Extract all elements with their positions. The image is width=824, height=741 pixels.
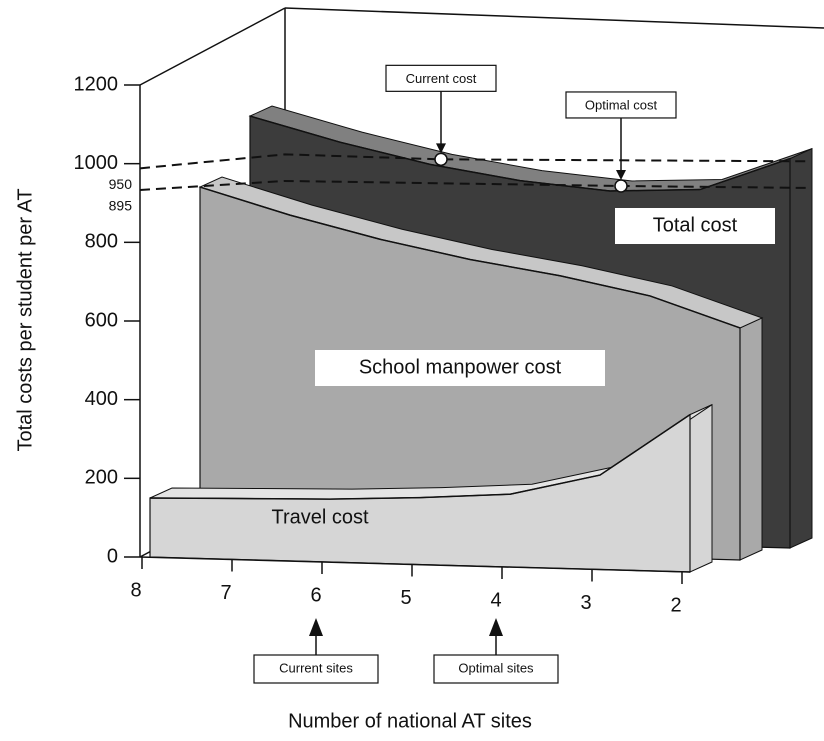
arrow-head [309, 618, 323, 636]
x-tick-label: 6 [310, 584, 321, 606]
series-label: Total cost [653, 214, 738, 236]
arrow-head [436, 143, 446, 154]
y-tick-label: 800 [85, 231, 118, 253]
callout-box [433, 654, 559, 684]
arrow-head [616, 169, 626, 180]
reference-line [139, 153, 811, 170]
label-bg [315, 350, 605, 386]
point-marker [614, 179, 628, 193]
x-tick-label: 8 [130, 579, 141, 601]
x-tick-label: 5 [400, 587, 411, 609]
reference-label: 895 [109, 198, 133, 214]
series-label: Travel cost [271, 506, 369, 528]
callout-box [253, 654, 379, 684]
x-tick-label: 3 [580, 592, 591, 614]
area-side [789, 147, 813, 549]
callout-box [565, 91, 677, 119]
x-axis-label: Number of national AT sites [288, 710, 532, 732]
area-line [199, 186, 741, 329]
arrow-head [489, 618, 503, 636]
callout-text: Optimal sites [458, 660, 534, 675]
x-tick-label: 4 [490, 589, 501, 611]
point-marker [434, 152, 448, 167]
y-tick-label: 0 [107, 545, 118, 567]
y-tick-label: 600 [85, 309, 118, 331]
reference-line [139, 179, 811, 191]
y-tick-label: 400 [85, 388, 118, 410]
label-bg [615, 208, 775, 244]
area-side [689, 403, 713, 573]
area-line [149, 414, 691, 500]
series-label: School manpower cost [359, 356, 562, 378]
area-side [739, 317, 763, 561]
area-line [249, 115, 791, 192]
callout-text: Current sites [279, 660, 353, 675]
y-tick-label: 1200 [74, 73, 119, 95]
y-tick-label: 200 [85, 467, 118, 489]
callout-box [385, 64, 497, 92]
y-tick-label: 1000 [74, 152, 119, 174]
callout-text: Optimal cost [585, 97, 658, 112]
callout-text: Current cost [406, 71, 477, 86]
x-tick-label: 7 [220, 582, 231, 604]
y-axis-label: Total costs per student per AT [14, 188, 36, 451]
x-tick-label: 2 [670, 594, 681, 616]
reference-label: 950 [109, 176, 133, 192]
